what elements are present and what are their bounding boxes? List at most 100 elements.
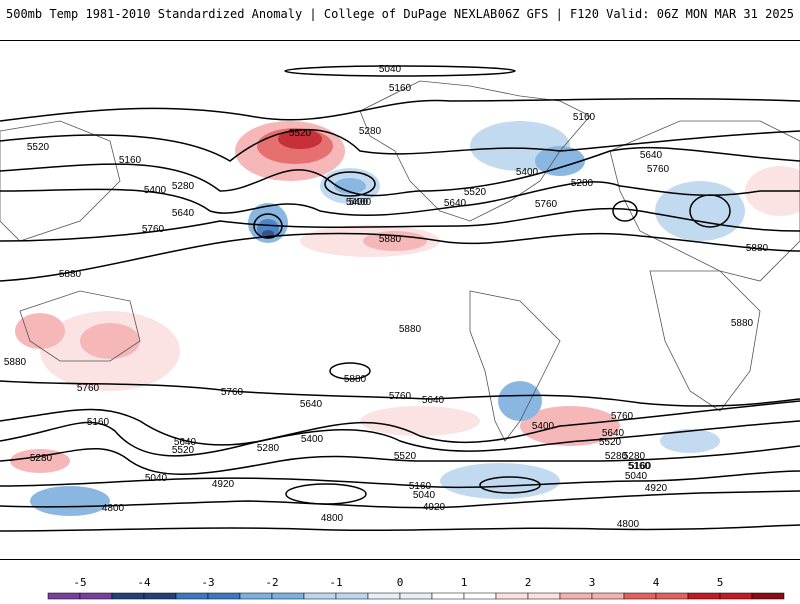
contour-label: 5160 [629,461,652,472]
contour-label: 5760 [77,383,100,394]
colorbar-swatch [527,592,561,600]
contour-labels: 5040 5160 5520 5160 5400 5280 5640 5760 … [4,64,769,530]
contour-label: 5520 [394,451,417,462]
contour-label: 5160 [119,155,142,166]
colorbar-swatch [207,592,241,600]
contour-label: 5160 [389,83,412,94]
colorbar-tick: -4 [137,576,151,589]
colorbar-tick: 1 [460,576,468,589]
contour-label: 5760 [611,411,634,422]
contour-label: 5400 [301,434,324,445]
colorbar-swatch [655,592,689,600]
header: 500mb Temp 1981-2010 Standardized Anomal… [0,0,800,30]
contour-label: 5280 [257,443,280,454]
colorbar-swatch [623,592,657,600]
map-canvas: 5040 5160 5520 5160 5400 5280 5640 5760 … [0,64,800,532]
colorbar-swatch [591,592,625,600]
contour-label: 5400 [349,197,372,208]
colorbar-swatch [143,592,177,600]
colorbar-swatch [495,592,529,600]
map-title: 500mb Temp 1981-2010 Standardized Anomal… [6,7,498,21]
contour-label: 5400 [516,167,539,178]
contour-label: 5040 [145,473,168,484]
colorbar-tick: 3 [588,576,596,589]
anomaly-map: 5040 5160 5520 5160 5400 5280 5640 5760 … [0,40,800,560]
anomaly-colorbar: -5 -4 -3 -2 -1 0 1 2 3 4 5 [0,562,800,600]
colorbar-swatch [47,592,81,600]
colorbar-swatch [303,592,337,600]
contour-label: 5160 [409,481,432,492]
contour-label: 5760 [647,164,670,175]
colorbar-swatch [239,592,273,600]
colorbar-swatch [719,592,753,600]
contour-label: 5880 [344,374,367,385]
contour-label: 4800 [617,519,640,530]
contour-label: 5640 [172,208,195,219]
contour-label: 5520 [289,128,312,139]
contour-label: 5760 [221,387,244,398]
colorbar-tick: 5 [716,576,724,589]
contour-label: 5520 [599,437,622,448]
contour-label: 5880 [59,269,82,280]
colorbar-swatch [175,592,209,600]
colorbar-tick: 0 [396,576,404,589]
contour-label: 5160 [573,112,596,123]
colorbar-tick: -1 [329,576,343,589]
contour-label: 5640 [444,198,467,209]
contour-label: 5400 [144,185,167,196]
contour-label: 5280 [571,178,594,189]
contour-label: 5160 [628,461,651,472]
colorbar-swatch [367,592,401,600]
contour-label: 4920 [645,483,668,494]
contour-label: 5640 [174,437,197,448]
contour-label: 5760 [535,199,558,210]
contour-label: 5280 [30,453,53,464]
contour-label: 4920 [423,502,446,513]
colorbar-swatch [687,592,721,600]
contour-label: 5520 [27,142,50,153]
contour-label: 5160 [87,417,110,428]
contour-label: 4800 [102,503,125,514]
contour-label: 5880 [4,357,27,368]
contour-label: 5040 [625,471,648,482]
colorbar-tick: 4 [652,576,660,589]
contour-label: 5640 [640,150,663,161]
contour-label: 5040 [379,64,402,75]
contour-label: 5880 [731,318,754,329]
colorbar-swatch [751,592,785,600]
colorbar-tick: -3 [201,576,215,589]
contour-label: 5040 [413,490,436,501]
contour-label: 5640 [300,399,323,410]
colorbar-swatch [111,592,145,600]
colorbar-tick: -5 [73,576,87,589]
contour-label: 5640 [422,395,445,406]
colorbar-tick: 2 [524,576,532,589]
contour-label: 4800 [321,513,344,524]
contour-label: 5400 [346,197,369,208]
contour-label: 5280 [359,126,382,137]
colorbar-tick: -2 [265,576,279,589]
contour-label: 5280 [605,451,628,462]
colorbar-swatch [271,592,305,600]
contour-label: 5880 [379,234,402,245]
colorbar-swatch [431,592,465,600]
colorbar-swatch [463,592,497,600]
model-run-label: 06Z GFS | F120 Valid: 06Z MON MAR 31 202… [497,7,794,21]
colorbar-swatch [79,592,113,600]
colorbar-swatches [47,592,785,600]
contour-label: 5760 [142,224,165,235]
height-contours [0,65,800,532]
contour-label: 5520 [172,445,195,456]
contour-label: 5880 [746,243,769,254]
colorbar-swatch [559,592,593,600]
contour-label: 4920 [212,479,235,490]
colorbar-swatch [335,592,369,600]
colorbar-swatch [399,592,433,600]
contour-label: 5880 [399,324,422,335]
contour-label: 5760 [389,391,412,402]
contour-label: 5520 [464,187,487,198]
contour-label: 5400 [532,421,555,432]
contour-label: 5640 [602,428,625,439]
contour-label: 5280 [623,451,646,462]
contour-label: 5280 [172,181,195,192]
